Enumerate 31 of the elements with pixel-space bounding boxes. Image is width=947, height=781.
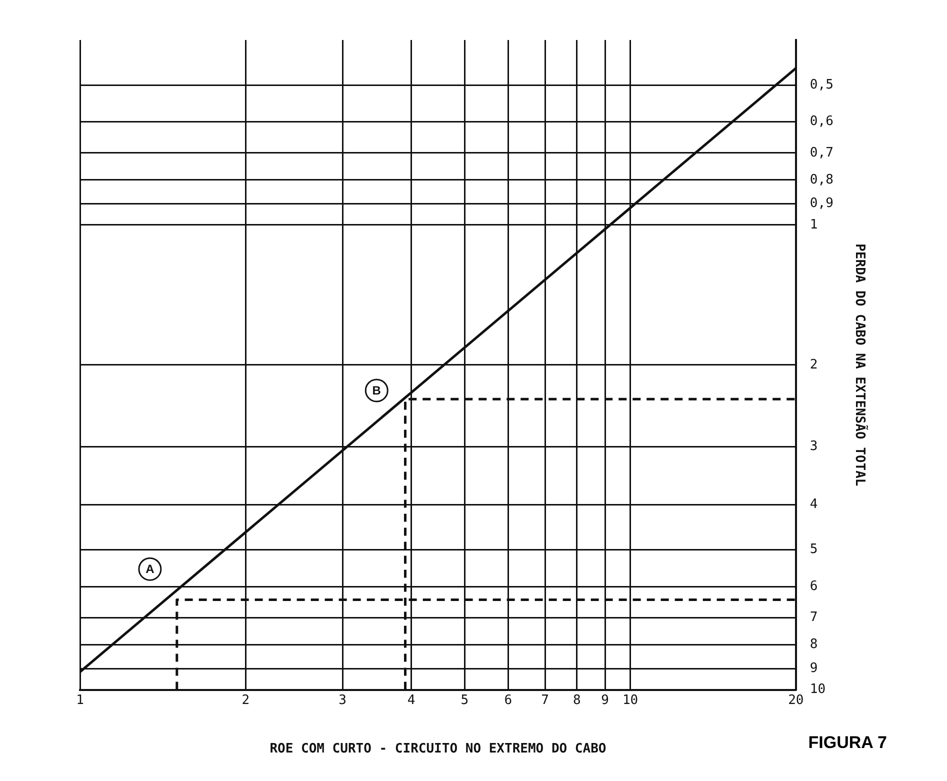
y-tick-label: 4 — [810, 497, 818, 512]
y-tick-label: 7 — [810, 610, 818, 626]
y-tick-label: 0,5 — [810, 77, 834, 92]
y-tick-label: 0,7 — [810, 145, 834, 160]
y-tick-label: 5 — [810, 542, 818, 558]
x-tick-label: 20 — [788, 692, 804, 708]
y-tick-label: 6 — [810, 579, 818, 594]
x-tick-label: 8 — [573, 692, 581, 708]
x-tick-label: 10 — [622, 692, 638, 708]
y-tick-label: 3 — [810, 439, 818, 454]
y-tick-label: 10 — [810, 682, 826, 698]
x-axis-title: ROE COM CURTO - CIRCUITO NO EXTREMO DO CABO — [270, 742, 606, 757]
y-tick-label: 8 — [810, 637, 818, 652]
y-tick-label: 1 — [810, 217, 818, 232]
y-tick-label: 0,9 — [810, 196, 834, 212]
y-axis-title: PERDA DO CABO NA EXTENSÃO TOTAL — [852, 244, 869, 486]
x-tick-label: 1 — [76, 692, 84, 708]
y-tick-label: 0,6 — [810, 114, 834, 130]
x-tick-label: 5 — [460, 692, 469, 708]
annotation: B — [372, 383, 382, 398]
annotation: A — [146, 562, 155, 576]
x-tick-label: 2 — [242, 692, 250, 708]
y-tick-label: 9 — [810, 660, 818, 676]
x-tick-label: 7 — [541, 692, 549, 708]
y-tick-label: 0,8 — [810, 172, 834, 188]
x-tick-label: 3 — [338, 692, 346, 708]
y-tick-label: 2 — [810, 357, 818, 372]
x-tick-label: 6 — [504, 692, 512, 708]
x-tick-label: 4 — [407, 692, 416, 708]
x-tick-label: 9 — [601, 692, 610, 708]
text: FIGURA 7 — [808, 733, 887, 753]
